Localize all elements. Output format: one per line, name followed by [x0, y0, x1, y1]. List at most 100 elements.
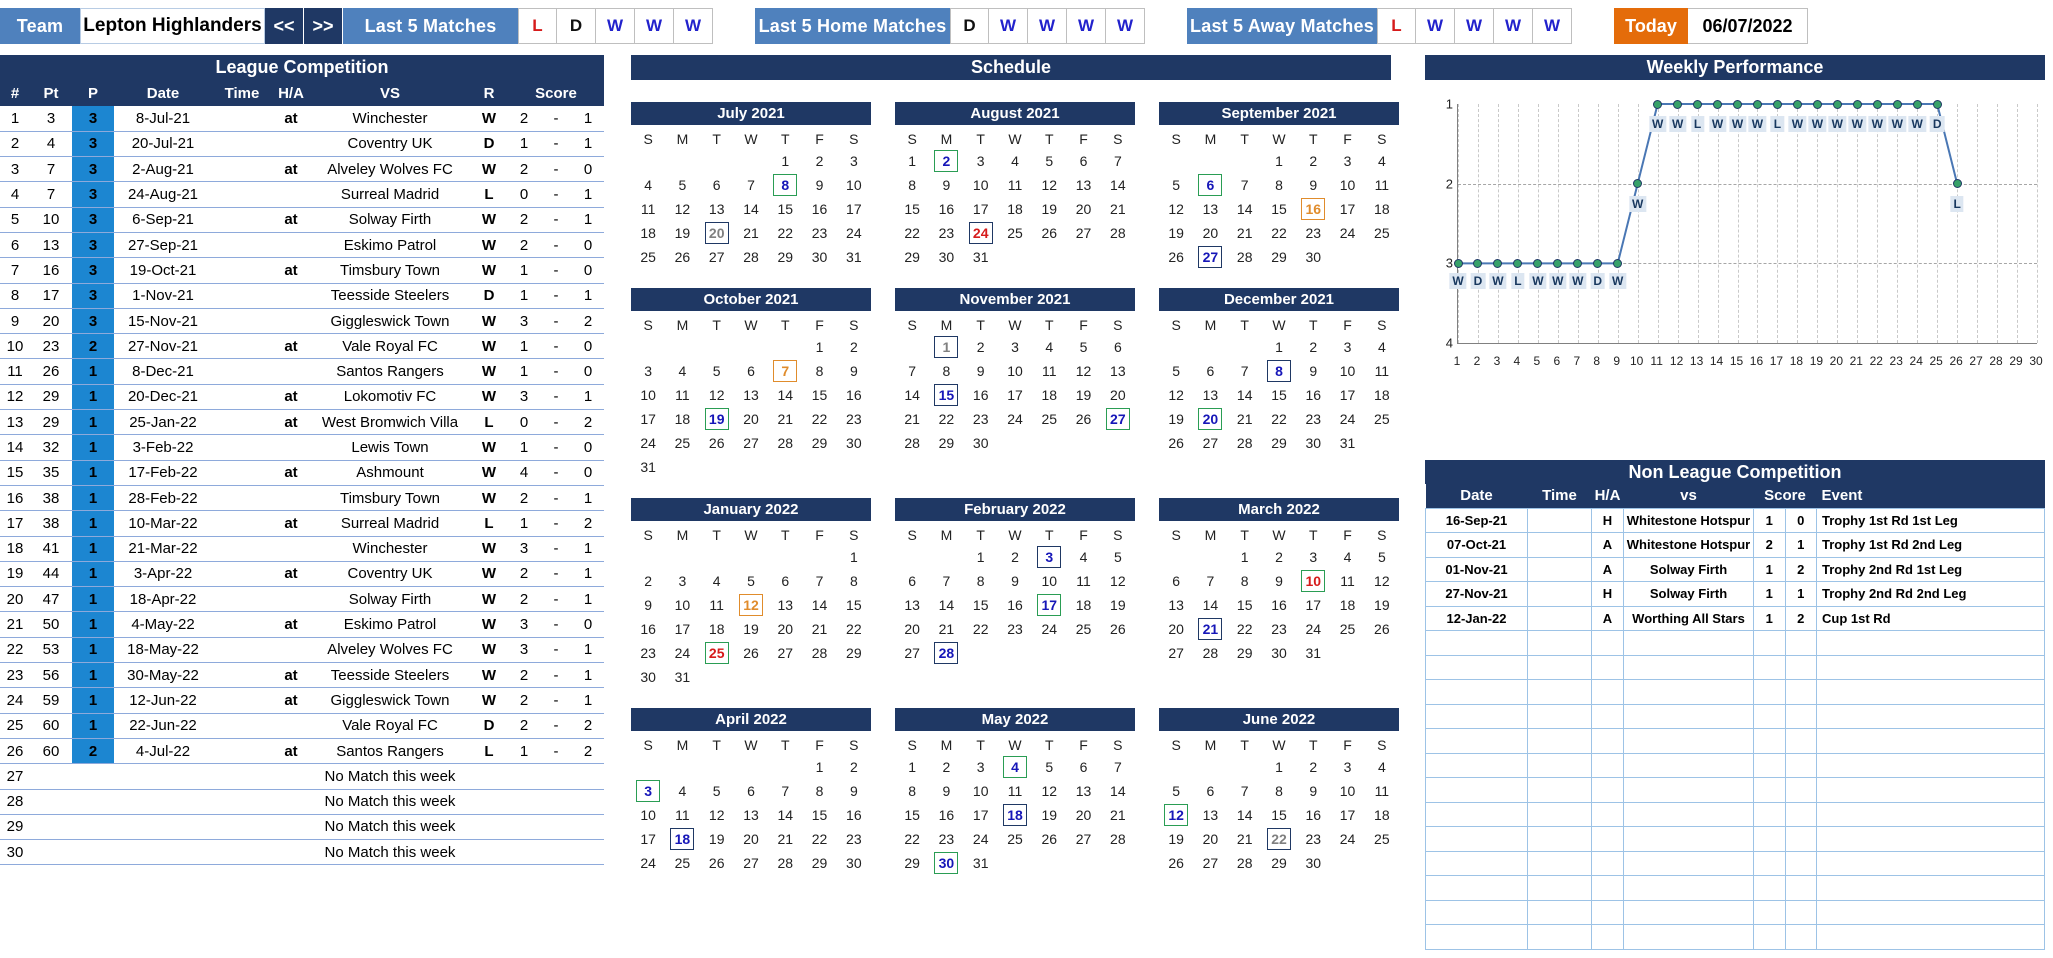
calendar-day[interactable]: 15 [972, 597, 989, 613]
calendar-day[interactable]: 18 [1041, 387, 1058, 403]
calendar-day[interactable]: 25 [1041, 411, 1058, 427]
calendar-day[interactable]: 24 [640, 435, 656, 451]
calendar-day[interactable]: 10 [1339, 783, 1356, 799]
calendar-day[interactable]: 23 [1271, 621, 1287, 637]
calendar-day[interactable]: 4 [1343, 549, 1352, 565]
calendar-day[interactable]: 24 [846, 225, 862, 241]
table-row[interactable]: 12-Jan-22 A Worthing All Stars 1 2 Cup 1st Rd [1425, 605, 2045, 631]
calendar-day[interactable]: 30 [640, 669, 656, 685]
calendar-day[interactable]: 17 [846, 201, 862, 217]
calendar-day[interactable]: 8 [942, 363, 951, 379]
calendar-day[interactable]: 22 [904, 225, 920, 241]
table-row[interactable] [1425, 777, 2045, 803]
calendar-day[interactable]: 1 [1275, 339, 1283, 355]
calendar-day[interactable]: 9 [976, 363, 985, 379]
calendar-day[interactable]: 1 [815, 759, 824, 775]
calendar-day[interactable]: 12 [1041, 177, 1058, 193]
calendar-day[interactable]: 19 [1075, 387, 1092, 403]
calendar-day[interactable]: 20 [904, 621, 920, 637]
calendar-day[interactable]: 21 [1110, 201, 1126, 217]
table-row[interactable]: 9 20 3 15-Nov-21 Giggleswick Town W 3-2 [0, 308, 604, 335]
calendar-day-marked[interactable]: 24 [968, 222, 993, 244]
calendar-day[interactable]: 30 [846, 855, 862, 871]
calendar-day[interactable]: 23 [1305, 411, 1322, 427]
calendar-day[interactable]: 28 [1202, 645, 1219, 661]
calendar-day[interactable]: 28 [777, 435, 794, 451]
calendar-day[interactable]: 23 [1305, 831, 1322, 847]
calendar-day[interactable]: 21 [904, 411, 920, 427]
calendar-day[interactable]: 5 [712, 783, 721, 799]
calendar-day[interactable]: 26 [708, 855, 725, 871]
calendar-day[interactable]: 10 [972, 177, 989, 193]
table-row[interactable] [1425, 728, 2045, 754]
calendar-day[interactable]: 13 [708, 201, 725, 217]
calendar-day[interactable]: 1 [976, 549, 985, 565]
calendar-day[interactable]: 23 [938, 225, 955, 241]
calendar-day[interactable]: 1 [1275, 759, 1283, 775]
calendar-day[interactable]: 22 [972, 621, 989, 637]
calendar-day[interactable]: 19 [1041, 807, 1058, 823]
calendar-day[interactable]: 30 [1305, 435, 1322, 451]
calendar-day[interactable]: 29 [1271, 249, 1287, 265]
calendar-day[interactable]: 26 [674, 249, 691, 265]
calendar-day[interactable]: 21 [777, 831, 794, 847]
calendar-day[interactable]: 17 [1007, 387, 1023, 403]
calendar-day[interactable]: 25 [640, 249, 656, 265]
calendar-day[interactable]: 18 [1339, 597, 1356, 613]
calendar-day-marked[interactable]: 27 [1105, 408, 1130, 430]
calendar-day[interactable]: 20 [777, 621, 794, 637]
calendar-day-marked[interactable]: 20 [1198, 408, 1223, 430]
calendar-day[interactable]: 26 [1374, 621, 1390, 637]
table-row[interactable]: 14 32 1 3-Feb-22 Lewis Town W 1-0 [0, 434, 604, 461]
calendar-day[interactable]: 3 [849, 153, 858, 169]
calendar-day[interactable]: 28 [1236, 249, 1253, 265]
calendar-day[interactable]: 15 [1271, 387, 1287, 403]
calendar-day[interactable]: 11 [1374, 177, 1390, 193]
calendar-day[interactable]: 22 [1271, 225, 1287, 241]
calendar-day[interactable]: 27 [1075, 225, 1092, 241]
calendar-day[interactable]: 25 [1374, 411, 1390, 427]
calendar-day[interactable]: 7 [781, 783, 790, 799]
table-row[interactable]: 13 29 1 25-Jan-22 at West Bromwich Villa L 0-2 [0, 409, 604, 436]
calendar-day[interactable]: 7 [1240, 363, 1249, 379]
calendar-day[interactable]: 2 [815, 153, 824, 169]
calendar-day[interactable]: 6 [781, 573, 790, 589]
calendar-day[interactable]: 28 [777, 855, 794, 871]
calendar-day[interactable]: 14 [1110, 783, 1126, 799]
table-row[interactable] [1425, 850, 2045, 876]
calendar-day[interactable]: 16 [811, 201, 828, 217]
calendar-day[interactable]: 15 [904, 807, 920, 823]
table-row[interactable]: 17 38 1 10-Mar-22 at Surreal Madrid L 1-2 [0, 510, 604, 537]
calendar-day[interactable]: 9 [1011, 573, 1019, 589]
calendar-day[interactable]: 30 [972, 435, 989, 451]
calendar-day[interactable]: 23 [811, 225, 828, 241]
calendar-day-marked[interactable]: 18 [670, 828, 695, 850]
calendar-day[interactable]: 10 [1339, 363, 1356, 379]
calendar-day[interactable]: 7 [1206, 573, 1215, 589]
calendar-day[interactable]: 27 [708, 249, 725, 265]
calendar-day[interactable]: 19 [1374, 597, 1390, 613]
calendar-day[interactable]: 13 [743, 807, 759, 823]
calendar-day[interactable]: 21 [938, 621, 955, 637]
calendar-day[interactable]: 29 [904, 855, 920, 871]
calendar-day[interactable]: 13 [1202, 387, 1219, 403]
calendar-day[interactable]: 11 [1007, 177, 1023, 193]
calendar-day[interactable]: 6 [712, 177, 721, 193]
calendar-day[interactable]: 27 [777, 645, 794, 661]
calendar-day[interactable]: 12 [1168, 201, 1184, 217]
calendar-day[interactable]: 3 [644, 363, 653, 379]
table-row[interactable]: 20 47 1 18-Apr-22 Solway Firth W 2-1 [0, 586, 604, 613]
calendar-day[interactable]: 24 [1339, 411, 1356, 427]
calendar-day[interactable]: 1 [849, 549, 858, 565]
calendar-day[interactable]: 5 [678, 177, 687, 193]
calendar-day[interactable]: 5 [1377, 549, 1386, 565]
calendar-day[interactable]: 28 [904, 435, 920, 451]
calendar-day-marked[interactable]: 8 [773, 174, 798, 196]
calendar-day[interactable]: 18 [1007, 201, 1023, 217]
calendar-day-marked[interactable]: 18 [1002, 804, 1027, 826]
calendar-day[interactable]: 16 [1007, 597, 1023, 613]
calendar-day-marked[interactable]: 12 [1164, 804, 1189, 826]
calendar-day[interactable]: 11 [1042, 363, 1057, 379]
calendar-day[interactable]: 5 [712, 363, 721, 379]
table-row[interactable]: 24 59 1 12-Jun-22 at Giggleswick Town W 2-1 [0, 687, 604, 714]
